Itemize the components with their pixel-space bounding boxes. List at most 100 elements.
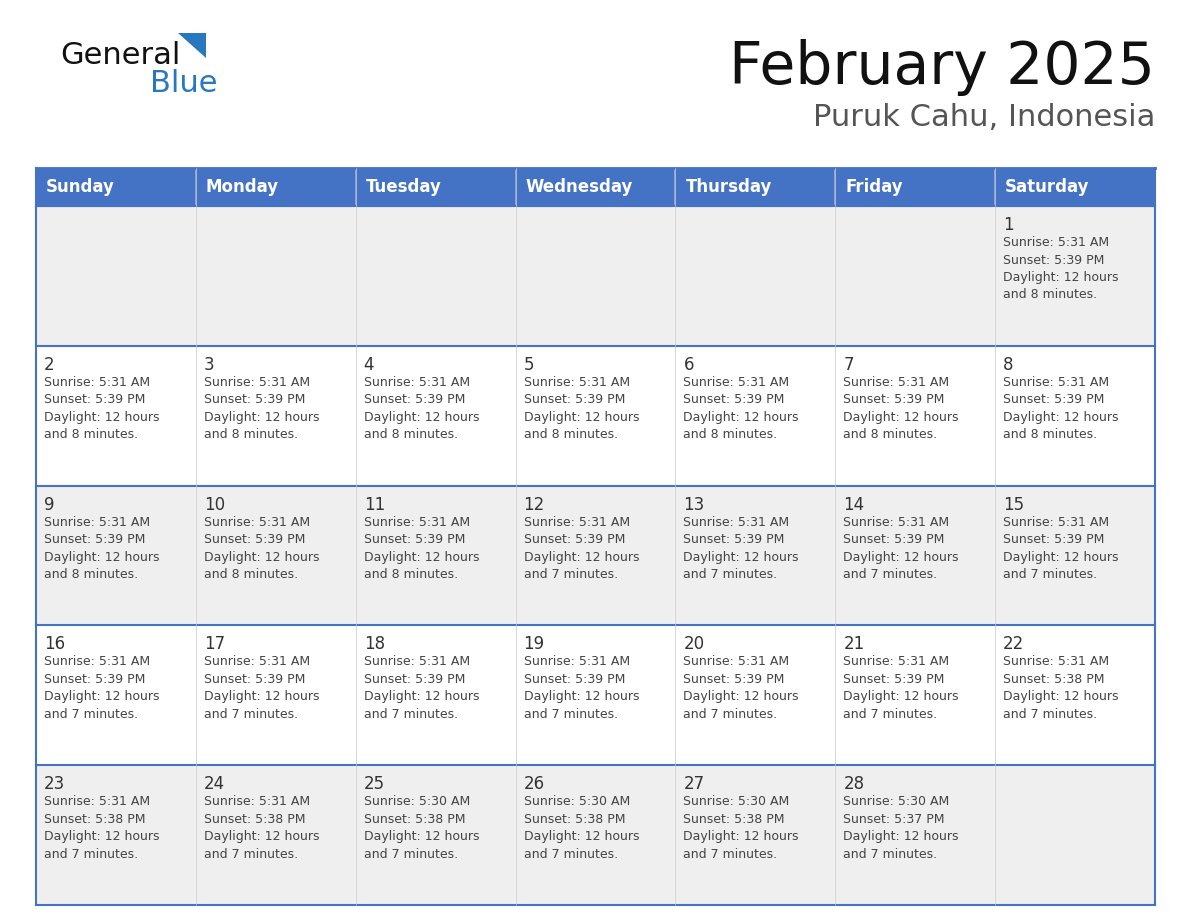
Text: and 7 minutes.: and 7 minutes. (843, 708, 937, 721)
Bar (835, 168, 996, 206)
Text: 1: 1 (1003, 216, 1013, 234)
Text: and 7 minutes.: and 7 minutes. (44, 708, 138, 721)
Text: Blue: Blue (150, 69, 217, 97)
Text: Daylight: 12 hours: Daylight: 12 hours (843, 830, 959, 844)
Text: and 7 minutes.: and 7 minutes. (44, 847, 138, 861)
Bar (835, 625, 996, 766)
Text: 17: 17 (204, 635, 225, 654)
Text: Sunset: 5:39 PM: Sunset: 5:39 PM (683, 673, 785, 686)
Text: 20: 20 (683, 635, 704, 654)
Text: Sunset: 5:39 PM: Sunset: 5:39 PM (843, 673, 944, 686)
Bar (196, 625, 355, 766)
Text: Sunset: 5:39 PM: Sunset: 5:39 PM (843, 393, 944, 407)
Text: and 8 minutes.: and 8 minutes. (204, 568, 298, 581)
Text: 6: 6 (683, 356, 694, 374)
Text: Sunset: 5:38 PM: Sunset: 5:38 PM (204, 812, 305, 825)
Bar (516, 625, 676, 766)
Text: Sunrise: 5:31 AM: Sunrise: 5:31 AM (44, 795, 150, 808)
Text: and 7 minutes.: and 7 minutes. (524, 847, 618, 861)
Text: February 2025: February 2025 (729, 39, 1155, 96)
Text: 2: 2 (44, 356, 55, 374)
Text: and 7 minutes.: and 7 minutes. (1003, 708, 1098, 721)
Text: Sunset: 5:38 PM: Sunset: 5:38 PM (683, 812, 785, 825)
Text: Daylight: 12 hours: Daylight: 12 hours (683, 830, 798, 844)
Text: Daylight: 12 hours: Daylight: 12 hours (1003, 410, 1119, 424)
Bar (996, 766, 1155, 905)
Text: and 7 minutes.: and 7 minutes. (204, 847, 298, 861)
Text: Sunset: 5:38 PM: Sunset: 5:38 PM (524, 812, 625, 825)
Text: Daylight: 12 hours: Daylight: 12 hours (683, 410, 798, 424)
Text: Sunset: 5:37 PM: Sunset: 5:37 PM (843, 812, 944, 825)
Bar (516, 486, 676, 625)
Text: 26: 26 (524, 775, 544, 793)
Text: 21: 21 (843, 635, 865, 654)
Text: and 8 minutes.: and 8 minutes. (683, 429, 778, 442)
Text: Daylight: 12 hours: Daylight: 12 hours (44, 830, 159, 844)
Text: Daylight: 12 hours: Daylight: 12 hours (44, 410, 159, 424)
Text: 8: 8 (1003, 356, 1013, 374)
Bar (835, 346, 996, 486)
Bar (355, 625, 516, 766)
Text: 9: 9 (44, 496, 55, 513)
Text: Daylight: 12 hours: Daylight: 12 hours (1003, 690, 1119, 703)
Text: 23: 23 (44, 775, 65, 793)
Text: Sunrise: 5:31 AM: Sunrise: 5:31 AM (204, 375, 310, 389)
Text: and 8 minutes.: and 8 minutes. (524, 429, 618, 442)
Text: Sunrise: 5:30 AM: Sunrise: 5:30 AM (364, 795, 470, 808)
Text: Sunrise: 5:31 AM: Sunrise: 5:31 AM (843, 655, 949, 668)
Bar (355, 346, 516, 486)
Text: Daylight: 12 hours: Daylight: 12 hours (683, 690, 798, 703)
Text: Daylight: 12 hours: Daylight: 12 hours (843, 410, 959, 424)
Text: Saturday: Saturday (1005, 178, 1089, 196)
Text: Sunrise: 5:31 AM: Sunrise: 5:31 AM (44, 516, 150, 529)
Bar (676, 625, 835, 766)
Text: Sunrise: 5:30 AM: Sunrise: 5:30 AM (683, 795, 790, 808)
Bar (516, 168, 676, 206)
Bar (196, 168, 355, 206)
Text: and 8 minutes.: and 8 minutes. (364, 568, 457, 581)
Text: Sunset: 5:39 PM: Sunset: 5:39 PM (524, 673, 625, 686)
Bar (355, 168, 516, 206)
Bar (676, 206, 835, 346)
Text: Daylight: 12 hours: Daylight: 12 hours (364, 551, 479, 564)
Text: Sunset: 5:39 PM: Sunset: 5:39 PM (1003, 393, 1105, 407)
Bar (516, 346, 676, 486)
Text: Sunset: 5:39 PM: Sunset: 5:39 PM (204, 673, 305, 686)
Text: Daylight: 12 hours: Daylight: 12 hours (843, 551, 959, 564)
Text: 27: 27 (683, 775, 704, 793)
Text: Puruk Cahu, Indonesia: Puruk Cahu, Indonesia (813, 104, 1155, 132)
Bar (36, 766, 196, 905)
Text: 24: 24 (204, 775, 225, 793)
Text: Sunrise: 5:31 AM: Sunrise: 5:31 AM (843, 375, 949, 389)
Bar (36, 168, 196, 206)
Text: Sunset: 5:39 PM: Sunset: 5:39 PM (44, 673, 145, 686)
Text: 5: 5 (524, 356, 535, 374)
Text: 25: 25 (364, 775, 385, 793)
Text: Daylight: 12 hours: Daylight: 12 hours (204, 690, 320, 703)
Text: and 8 minutes.: and 8 minutes. (204, 429, 298, 442)
Text: Sunrise: 5:31 AM: Sunrise: 5:31 AM (364, 655, 469, 668)
Text: 28: 28 (843, 775, 865, 793)
Text: Sunset: 5:39 PM: Sunset: 5:39 PM (1003, 533, 1105, 546)
Text: Sunset: 5:38 PM: Sunset: 5:38 PM (1003, 673, 1105, 686)
Text: Sunrise: 5:31 AM: Sunrise: 5:31 AM (683, 655, 790, 668)
Text: Daylight: 12 hours: Daylight: 12 hours (364, 690, 479, 703)
Text: Sunset: 5:39 PM: Sunset: 5:39 PM (44, 533, 145, 546)
Text: Sunset: 5:39 PM: Sunset: 5:39 PM (44, 393, 145, 407)
Bar (676, 168, 835, 206)
Text: Wednesday: Wednesday (525, 178, 633, 196)
Text: 7: 7 (843, 356, 854, 374)
Text: and 7 minutes.: and 7 minutes. (683, 568, 778, 581)
Text: Sunrise: 5:31 AM: Sunrise: 5:31 AM (364, 516, 469, 529)
Text: Sunset: 5:39 PM: Sunset: 5:39 PM (364, 533, 465, 546)
Text: Sunrise: 5:31 AM: Sunrise: 5:31 AM (1003, 236, 1110, 249)
Text: Sunrise: 5:31 AM: Sunrise: 5:31 AM (364, 375, 469, 389)
Bar (996, 206, 1155, 346)
Text: General: General (61, 40, 181, 70)
Text: Sunset: 5:38 PM: Sunset: 5:38 PM (44, 812, 145, 825)
Text: and 7 minutes.: and 7 minutes. (364, 708, 457, 721)
Text: 10: 10 (204, 496, 225, 513)
Text: Sunset: 5:39 PM: Sunset: 5:39 PM (683, 533, 785, 546)
Text: Sunrise: 5:30 AM: Sunrise: 5:30 AM (843, 795, 949, 808)
Text: Daylight: 12 hours: Daylight: 12 hours (524, 830, 639, 844)
